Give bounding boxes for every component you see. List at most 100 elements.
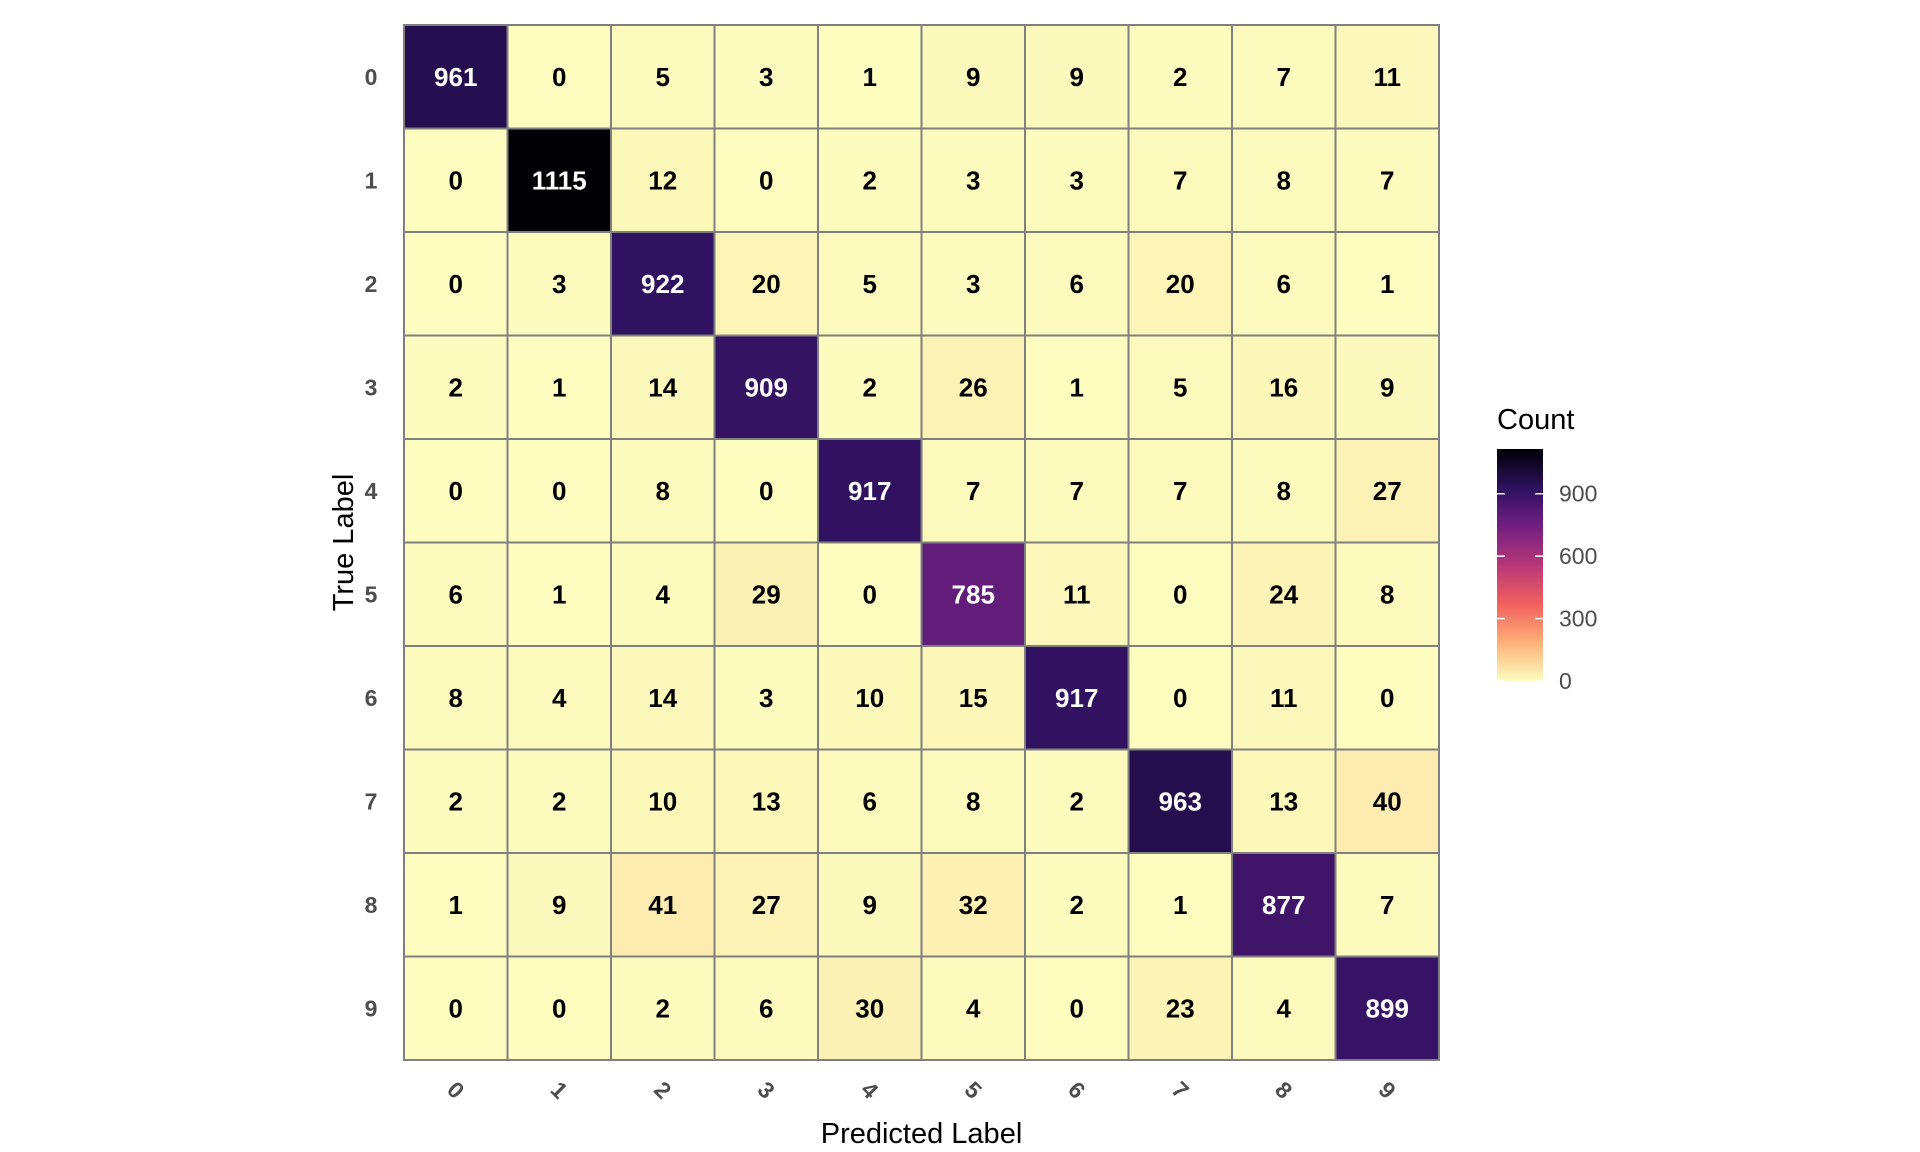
heatmap-cell <box>920 127 1026 233</box>
cell-value-label: 961 <box>434 62 477 92</box>
cell-value-label: 12 <box>648 165 677 195</box>
cell-value-label: 1 <box>863 62 877 92</box>
cell-value-label: 13 <box>752 786 781 816</box>
heatmap-cell <box>817 748 923 854</box>
cell-value-label: 4 <box>1277 993 1292 1023</box>
cell-value-label: 0 <box>863 579 877 609</box>
cell-value-label: 32 <box>959 890 988 920</box>
cell-value-label: 4 <box>552 683 567 713</box>
heatmap-cell <box>610 541 716 647</box>
heatmap-cell <box>713 852 819 958</box>
x-tick-label: 3 <box>753 1076 780 1103</box>
heatmap-cell <box>506 24 612 130</box>
cell-value-label: 14 <box>648 683 677 713</box>
cell-value-label: 0 <box>759 165 773 195</box>
cell-value-label: 0 <box>449 165 463 195</box>
heatmap-cell <box>1231 955 1337 1061</box>
cell-value-label: 0 <box>1380 683 1394 713</box>
heatmap-cell <box>506 852 612 958</box>
cell-value-label: 14 <box>648 372 677 402</box>
y-tick-label: 5 <box>365 581 378 607</box>
heatmap-cell <box>1127 24 1233 130</box>
cell-value-label: 7 <box>966 476 980 506</box>
cell-value-label: 15 <box>959 683 988 713</box>
cell-value-label: 0 <box>449 476 463 506</box>
cell-value-label: 0 <box>1173 579 1187 609</box>
cell-value-label: 963 <box>1159 786 1202 816</box>
cell-value-label: 0 <box>1070 993 1084 1023</box>
heatmap-cell <box>403 541 509 647</box>
cell-value-label: 30 <box>855 993 884 1023</box>
heatmap-cell <box>506 438 612 544</box>
cell-value-label: 917 <box>848 476 891 506</box>
cell-value-label: 785 <box>952 579 995 609</box>
heatmap-cell <box>1231 127 1337 233</box>
x-tick-label: 8 <box>1270 1076 1298 1104</box>
heatmap-cell <box>1024 748 1130 854</box>
cell-value-label: 2 <box>1070 786 1084 816</box>
x-tick-label: 5 <box>960 1076 988 1104</box>
cell-value-label: 10 <box>855 683 884 713</box>
y-tick-label: 6 <box>365 685 378 711</box>
cell-value-label: 1 <box>552 579 566 609</box>
heatmap-cell <box>506 955 612 1061</box>
cell-value-label: 922 <box>641 269 684 299</box>
x-axis-ticks: 0 1 2 3 4 5 6 7 8 9 <box>442 1076 1401 1104</box>
heatmap-cell <box>1334 334 1440 440</box>
y-tick-label: 1 <box>365 167 378 193</box>
cell-value-label: 0 <box>1173 683 1187 713</box>
cell-value-label: 8 <box>1277 165 1291 195</box>
y-tick-label: 7 <box>365 788 378 814</box>
cell-value-label: 40 <box>1373 786 1402 816</box>
heatmap-cell <box>506 127 612 233</box>
legend-colorbar <box>1497 449 1543 681</box>
cell-value-label: 1 <box>1070 372 1084 402</box>
cell-value-label: 11 <box>1063 579 1091 609</box>
y-tick-label: 3 <box>365 374 378 400</box>
heatmap-cell <box>713 541 819 647</box>
y-tick-label: 8 <box>365 892 378 918</box>
cell-value-label: 1 <box>552 372 566 402</box>
heatmap-cell <box>713 645 819 751</box>
cell-value-label: 11 <box>1374 62 1402 92</box>
cell-value-label: 9 <box>966 62 980 92</box>
heatmap-cell <box>403 231 509 337</box>
cell-value-label: 2 <box>449 372 463 402</box>
legend-tick-label: 600 <box>1559 543 1597 569</box>
heatmap-cell <box>403 645 509 751</box>
cell-value-label: 8 <box>966 786 980 816</box>
x-tick-label: 1 <box>546 1076 574 1104</box>
cell-value-label: 13 <box>1269 786 1298 816</box>
heatmap-cell <box>920 541 1026 647</box>
legend-tick-label: 0 <box>1559 668 1572 694</box>
cell-value-label: 899 <box>1366 993 1409 1023</box>
cell-value-label: 1 <box>1380 269 1394 299</box>
heatmap-cell <box>817 541 923 647</box>
y-axis-ticks: 0 1 2 3 4 5 6 7 8 9 <box>365 64 378 1022</box>
cell-value-label: 4 <box>966 993 981 1023</box>
cell-value-label: 3 <box>966 269 980 299</box>
cell-value-label: 1115 <box>532 165 587 195</box>
cell-value-label: 6 <box>863 786 877 816</box>
x-tick-label: 6 <box>1063 1076 1090 1103</box>
heatmap-cell <box>1334 645 1440 751</box>
heatmap-cell <box>1127 231 1233 337</box>
heatmap-cell <box>1127 748 1233 854</box>
heatmap-cell <box>920 334 1026 440</box>
cell-value-label: 9 <box>552 890 566 920</box>
cell-value-label: 6 <box>449 579 463 609</box>
heatmap-cell <box>403 24 509 130</box>
heatmap-cell <box>1334 24 1440 130</box>
cell-value-label: 8 <box>449 683 463 713</box>
heatmap-cell <box>817 852 923 958</box>
cell-value-label: 9 <box>1380 372 1394 402</box>
heatmap-cell <box>1024 231 1130 337</box>
y-axis-title: True Label <box>328 474 360 612</box>
cell-value-label: 2 <box>1173 62 1187 92</box>
cell-value-label: 2 <box>656 993 670 1023</box>
heatmap-cell <box>1231 438 1337 544</box>
cell-value-label: 0 <box>759 476 773 506</box>
heatmap-cell <box>403 955 509 1061</box>
